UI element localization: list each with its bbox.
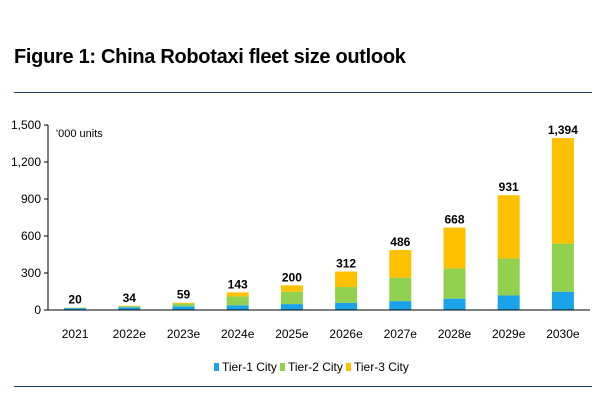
bar-segment bbox=[443, 268, 466, 299]
legend-swatch bbox=[346, 363, 351, 371]
bar-segment bbox=[389, 301, 412, 310]
bar-segment bbox=[335, 287, 358, 303]
y-tick-label: 600 bbox=[21, 229, 41, 243]
bar-segment bbox=[551, 138, 574, 244]
y-tick-label: 900 bbox=[21, 192, 41, 206]
legend: Tier-1 City Tier-2 City Tier-3 City bbox=[214, 360, 409, 374]
y-tick-label: 300 bbox=[21, 266, 41, 280]
legend-entry: Tier-2 City bbox=[288, 360, 343, 374]
x-tick-label: 2022e bbox=[113, 327, 147, 341]
legend-entry: Tier-3 City bbox=[354, 360, 409, 374]
bottom-rule bbox=[14, 386, 592, 387]
total-data-label: 931 bbox=[499, 180, 519, 194]
bar-segment bbox=[64, 308, 87, 310]
bar-segment bbox=[443, 227, 466, 269]
total-data-label: 1,394 bbox=[548, 123, 578, 137]
total-data-label: 312 bbox=[336, 257, 356, 271]
x-tick-label: 2029e bbox=[492, 327, 526, 341]
legend-swatch bbox=[214, 363, 219, 371]
bar-segment bbox=[443, 298, 466, 310]
unit-label: '000 units bbox=[56, 128, 103, 140]
x-axis: 2021 2022e 2023e 2024e 2025e 2026e 2027e 2028e 2… bbox=[48, 309, 590, 341]
y-tick-label: 1,500 bbox=[11, 118, 41, 132]
bar-segment bbox=[226, 296, 249, 306]
bar-segment bbox=[551, 243, 574, 292]
x-tick-label: 2028e bbox=[438, 327, 472, 341]
bar-segment bbox=[497, 295, 520, 310]
total-data-label: 20 bbox=[68, 293, 82, 307]
y-tick-label: 0 bbox=[34, 303, 41, 317]
figure-title: Figure 1: China Robotaxi fleet size outl… bbox=[14, 46, 406, 68]
y-tick-label: 1,200 bbox=[11, 155, 41, 169]
bar-segment bbox=[172, 302, 195, 304]
bar-segment bbox=[389, 277, 412, 302]
bar-segment bbox=[280, 291, 303, 305]
x-tick-label: 2021 bbox=[62, 327, 89, 341]
bar-segment bbox=[226, 305, 249, 310]
bar-segment bbox=[172, 306, 195, 310]
y-axis: 0 300 600 900 1,200 1,500 bbox=[11, 118, 49, 317]
data-labels-group: 20 34 59 143 200 312 486 668 931 1,394 bbox=[68, 123, 578, 306]
top-rule bbox=[14, 92, 592, 93]
bar-segment bbox=[335, 302, 358, 310]
legend-swatch bbox=[280, 363, 285, 371]
legend-entry: Tier-1 City bbox=[222, 360, 277, 374]
x-tick-label: 2026e bbox=[329, 327, 363, 341]
bars-group bbox=[64, 138, 574, 310]
x-tick-label: 2030e bbox=[546, 327, 580, 341]
total-data-label: 200 bbox=[282, 270, 302, 284]
bar-segment bbox=[280, 304, 303, 310]
bar-segment bbox=[335, 271, 358, 288]
total-data-label: 486 bbox=[390, 235, 410, 249]
bar-segment bbox=[389, 250, 412, 278]
bar-segment bbox=[280, 285, 303, 292]
bar-segment bbox=[497, 195, 520, 259]
total-data-label: 143 bbox=[228, 277, 248, 291]
x-tick-label: 2027e bbox=[384, 327, 418, 341]
bar-segment bbox=[226, 292, 249, 297]
bar-segment bbox=[551, 291, 574, 310]
total-data-label: 34 bbox=[123, 291, 137, 305]
x-tick-label: 2023e bbox=[167, 327, 201, 341]
total-data-label: 59 bbox=[177, 288, 191, 302]
bar-segment bbox=[118, 307, 141, 310]
bar-segment bbox=[172, 303, 195, 307]
x-tick-label: 2025e bbox=[275, 327, 309, 341]
bar-segment bbox=[118, 306, 141, 308]
x-tick-label: 2024e bbox=[221, 327, 255, 341]
total-data-label: 668 bbox=[444, 213, 464, 227]
bar-segment bbox=[497, 258, 520, 296]
